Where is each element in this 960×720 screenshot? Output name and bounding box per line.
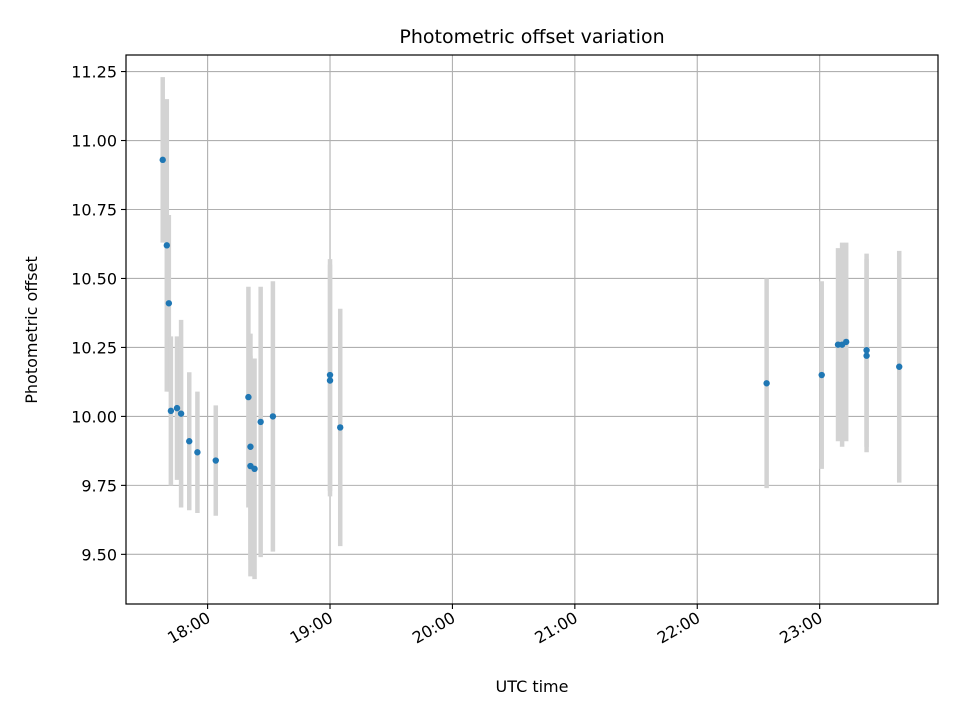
data-point (194, 449, 201, 456)
data-point (163, 242, 171, 249)
x-axis-title: UTC time (496, 677, 569, 696)
data-points (159, 156, 903, 473)
data-point (186, 438, 193, 445)
data-point (212, 457, 219, 464)
y-tick-label: 9.75 (81, 476, 117, 495)
y-axis-title: Photometric offset (22, 256, 41, 404)
data-point (245, 393, 252, 401)
y-tick-label: 10.50 (71, 269, 117, 288)
data-point (326, 371, 334, 379)
data-point (326, 377, 334, 384)
y-tick-label: 11.00 (71, 132, 117, 151)
y-tick-label: 10.75 (71, 200, 117, 219)
chart-title: Photometric offset variation (399, 26, 664, 48)
data-point (269, 413, 277, 420)
y-tick-label: 11.25 (71, 63, 117, 82)
data-point (818, 371, 825, 379)
data-point (173, 404, 181, 412)
data-point (247, 443, 254, 450)
data-point (842, 338, 850, 346)
data-point (896, 363, 903, 370)
data-point (863, 346, 870, 354)
data-point (165, 300, 173, 307)
data-point (177, 410, 185, 417)
data-point (763, 380, 770, 387)
data-point (337, 424, 344, 431)
data-point (167, 407, 175, 415)
data-point (251, 465, 258, 473)
plot-frame (125, 54, 939, 605)
y-tick-label: 10.25 (71, 338, 117, 357)
y-tick-label: 9.50 (81, 545, 117, 564)
y-tick-label: 10.00 (71, 407, 117, 426)
data-point (863, 352, 870, 359)
data-point (159, 156, 166, 164)
data-point (257, 418, 264, 426)
